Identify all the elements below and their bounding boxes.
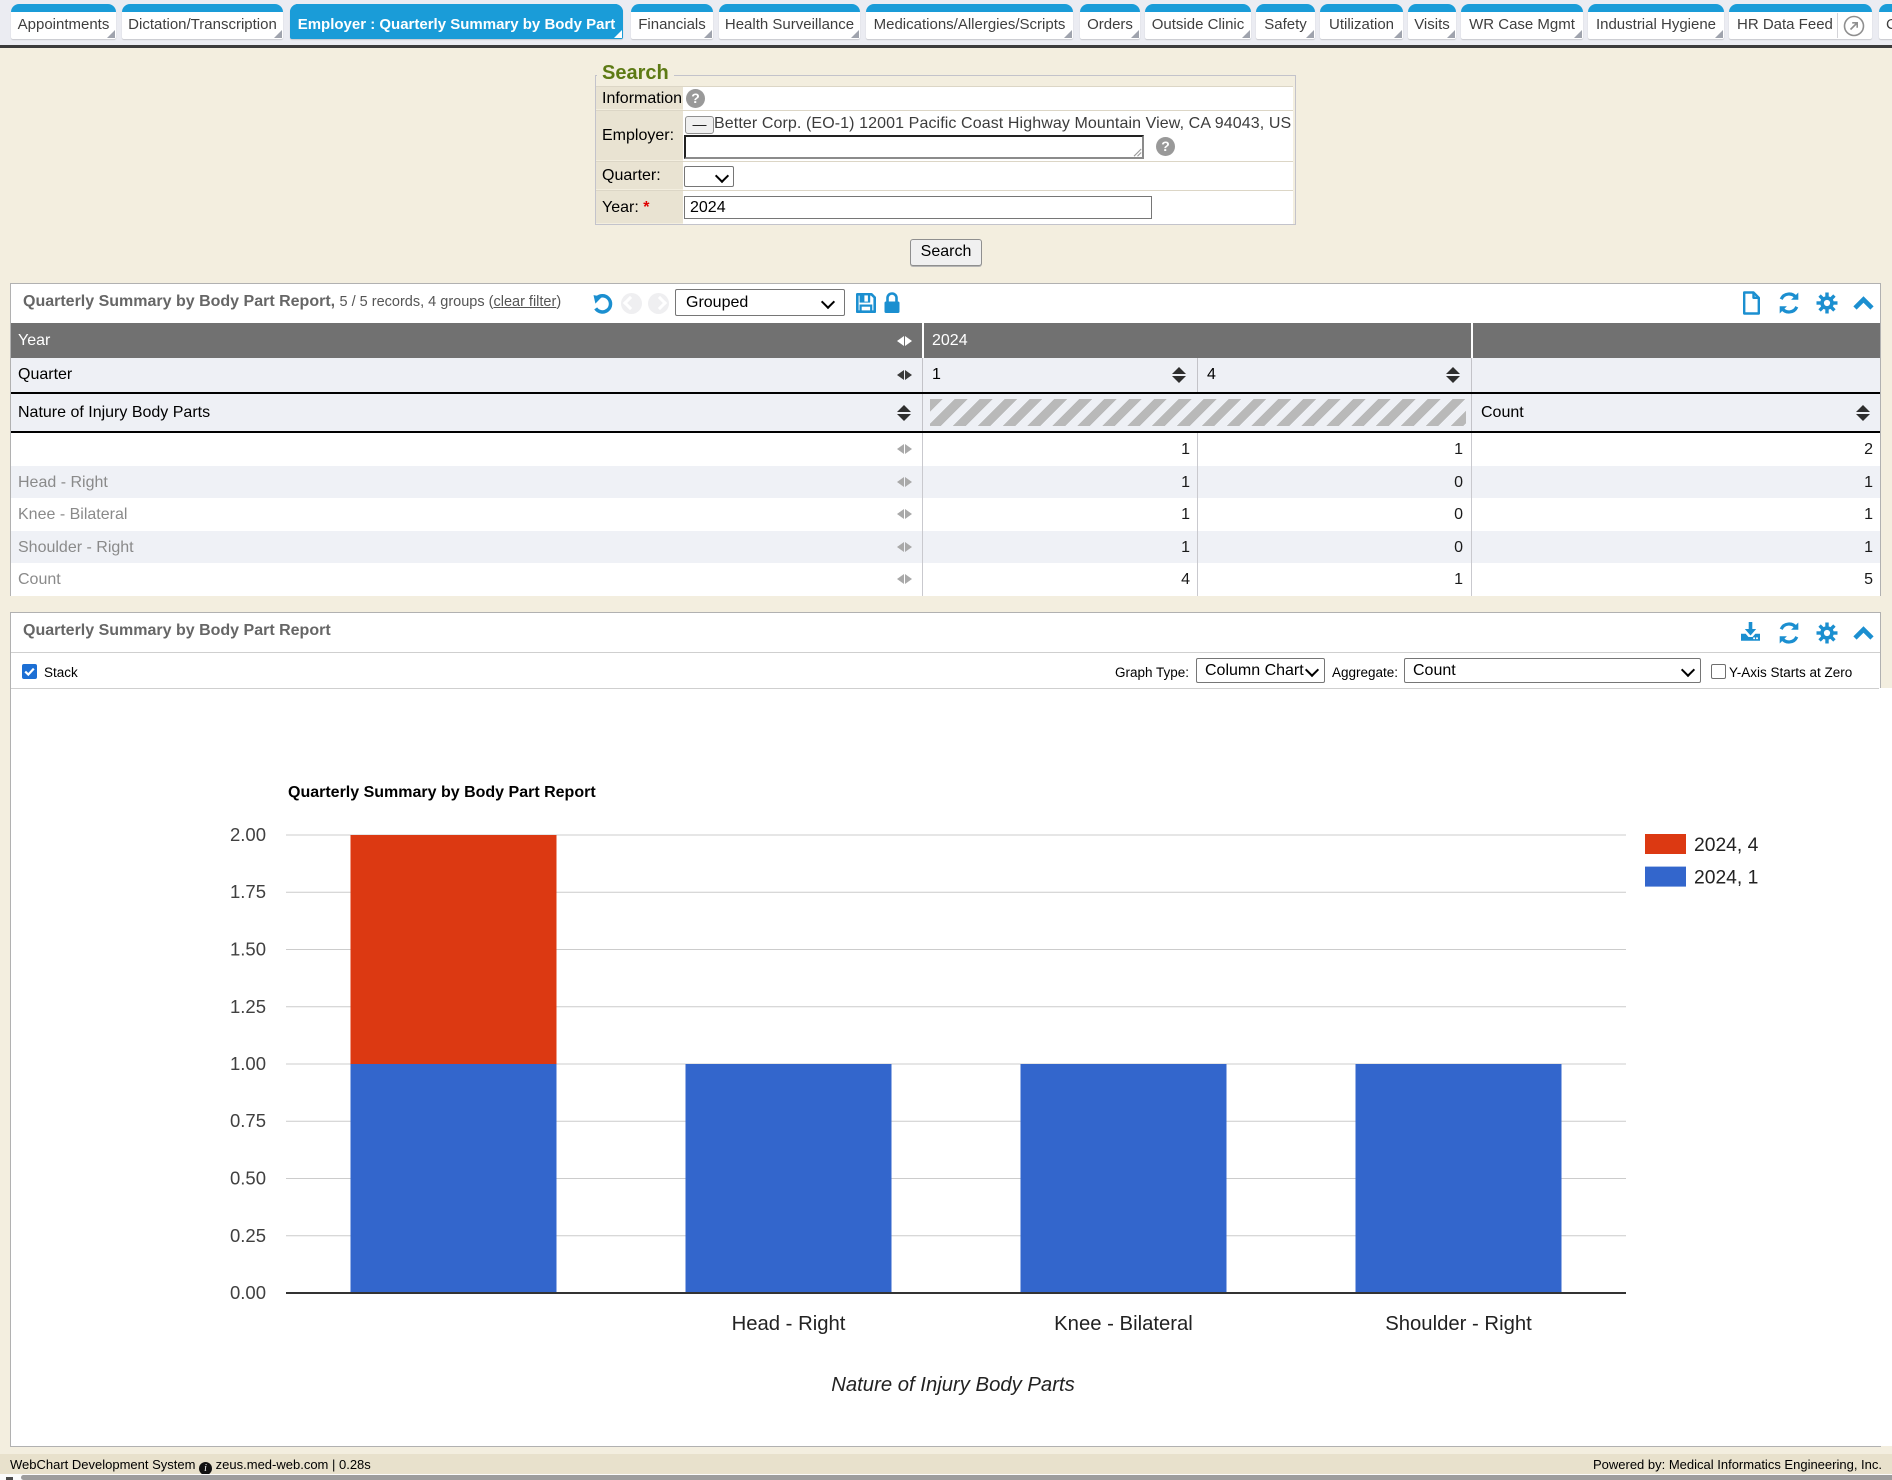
svg-text:0.50: 0.50: [230, 1168, 266, 1189]
svg-text:2024, 4: 2024, 4: [1694, 835, 1759, 856]
svg-text:2.00: 2.00: [230, 824, 266, 845]
svg-text:Quarterly Summary by Body Part: Quarterly Summary by Body Part Report: [288, 784, 596, 801]
svg-text:0.25: 0.25: [230, 1225, 266, 1246]
svg-text:1.75: 1.75: [230, 881, 266, 902]
svg-text:0.00: 0.00: [230, 1282, 266, 1303]
svg-text:1.50: 1.50: [230, 939, 266, 960]
svg-text:2024, 1: 2024, 1: [1694, 868, 1758, 889]
svg-text:Head - Right: Head - Right: [732, 1313, 846, 1335]
svg-text:Nature of Injury Body Parts: Nature of Injury Body Parts: [831, 1374, 1074, 1396]
svg-text:Knee - Bilateral: Knee - Bilateral: [1054, 1313, 1193, 1335]
svg-text:1.25: 1.25: [230, 996, 266, 1017]
svg-text:Shoulder - Right: Shoulder - Right: [1385, 1313, 1532, 1335]
svg-text:0.75: 0.75: [230, 1110, 266, 1131]
svg-text:1.00: 1.00: [230, 1053, 266, 1074]
